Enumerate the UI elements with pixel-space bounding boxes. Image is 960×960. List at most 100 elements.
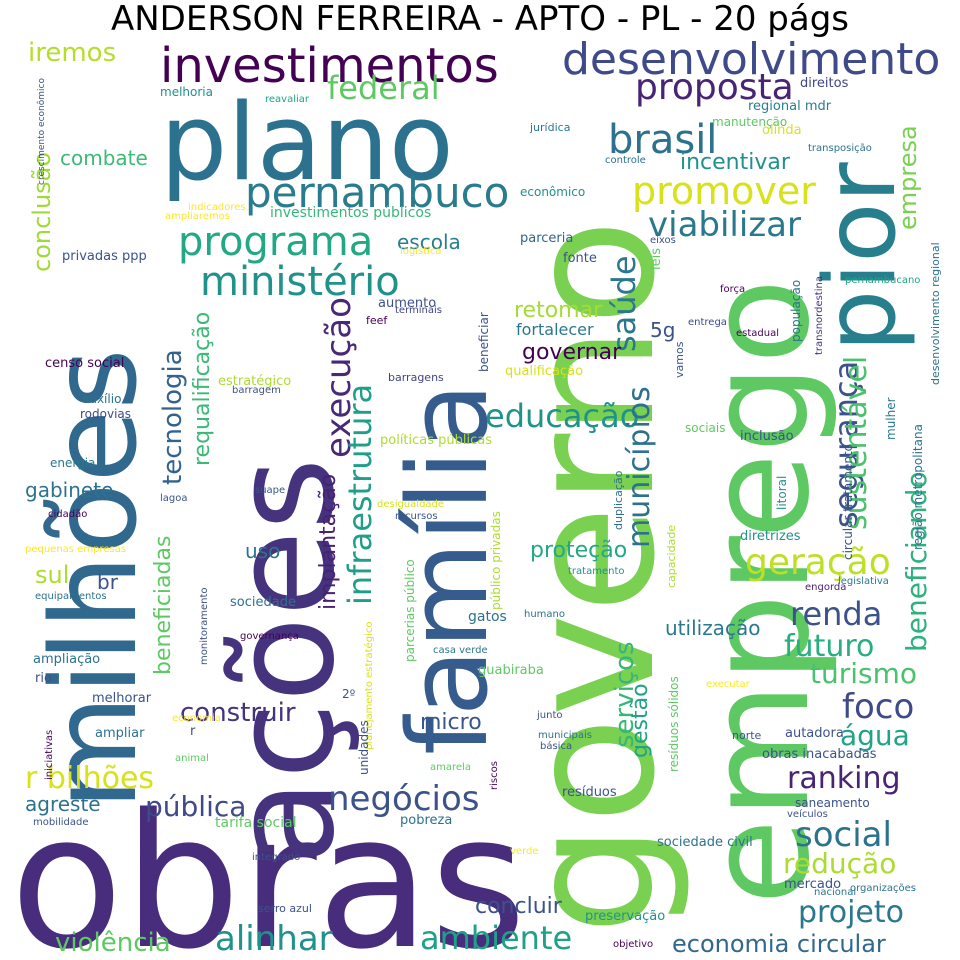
word-rodovias: rodovias (80, 407, 132, 421)
word-crescimento-econômico: crescimento econômico (37, 78, 47, 185)
word-turismo: turismo (810, 657, 918, 690)
word-duplicação: duplicação (612, 470, 625, 530)
word-agreste: agreste (25, 792, 101, 816)
word-região-metropolitana: região metropolitana (911, 424, 925, 550)
word-municípios: municípios (622, 386, 657, 548)
word-suape: suape (255, 485, 286, 496)
word-obras-inacabadas: obras inacabadas (762, 747, 877, 762)
word-sociedade: sociedade (230, 595, 296, 610)
word-público-privadas: público privadas (489, 511, 503, 610)
word-tecnologia: tecnologia (158, 349, 188, 485)
word-tarifa-social: tarifa social (215, 815, 297, 831)
word-pública: pública (145, 790, 247, 823)
word-2º: 2º (342, 687, 356, 701)
word-transposição: transposição (808, 143, 872, 154)
word-transnordestina: transnordestina (814, 276, 825, 355)
word-uso: uso (245, 539, 281, 563)
word-animal: animal (175, 753, 209, 764)
word-construir: construir (180, 698, 296, 728)
word-federal: federal (327, 69, 440, 107)
word-estadual: estadual (736, 328, 780, 339)
word-inclusão: inclusão (740, 429, 794, 444)
word-controle: controle (605, 155, 646, 166)
word-verde: verde (510, 846, 539, 857)
word-empresa: empresa (894, 125, 922, 230)
word-r-bilhões: r bilhões (25, 761, 155, 796)
word-ranking: ranking (787, 761, 901, 796)
word-capacidade: capacidade (665, 524, 678, 588)
word-implantação: implantação (316, 473, 341, 610)
word-legislativa: legislativa (838, 576, 889, 587)
word-junto: junto (537, 710, 563, 721)
word-feef: feef (366, 314, 388, 327)
word-engorda: engorda (805, 582, 847, 593)
word-incentivar: incentivar (680, 150, 790, 175)
word-força: força (720, 284, 746, 295)
word-pequenas-empresas: pequenas empresas (25, 544, 127, 555)
word-sociedade-civil: sociedade civil (657, 835, 753, 850)
word-melhoria: melhoria (160, 85, 213, 99)
word-cidadão: cidadão (48, 509, 88, 520)
word-redução: redução (783, 847, 897, 880)
word-geração: geração (745, 542, 891, 583)
word-privadas-ppp: privadas ppp (62, 249, 147, 264)
word-lagoa: lagoa (160, 493, 188, 504)
word-r: r (190, 724, 196, 739)
word-economia: economia (172, 713, 221, 724)
word-proposta: proposta (635, 67, 794, 108)
word-regional-mdr: regional mdr (748, 99, 832, 114)
word-resíduos-sólidos: resíduos sólidos (667, 676, 681, 772)
word-br: br (97, 570, 118, 594)
word-gatos: gatos (468, 609, 507, 625)
word-rio: rio (35, 671, 52, 686)
word-auxílio: auxílio (82, 392, 122, 406)
word-indicadores: indicadores (188, 202, 246, 213)
word-terminais: terminais (395, 305, 442, 316)
word-eixos: eixos (650, 235, 676, 246)
word-leis: leis (649, 248, 664, 270)
word-renda: renda (790, 595, 883, 633)
word-mercado: mercado (784, 877, 842, 892)
word-estratégico: estratégico (218, 374, 292, 389)
word-plano: plano (160, 81, 454, 204)
word-integrado: integrado (252, 852, 301, 863)
word-social: social (795, 815, 892, 855)
word-ministério: ministério (200, 259, 400, 305)
word-violência: violência (55, 928, 171, 958)
word-infraestrutura: infraestrutura (341, 383, 379, 605)
word-fonte: fonte (563, 251, 597, 266)
word-organizações: organizações (850, 883, 917, 894)
word-entrega: entrega (688, 317, 727, 328)
word-amarela: amarela (430, 762, 471, 773)
word-econômico: econômico (520, 185, 586, 199)
word-brasil: brasil (608, 117, 718, 163)
word-obras: obras (10, 774, 527, 960)
word-pernambucano: pernambucano (845, 275, 921, 286)
word-energia: energia (50, 456, 96, 470)
word-aumento: aumento (378, 296, 437, 311)
word-sul: sul (35, 561, 70, 589)
word-água: água (840, 719, 910, 752)
word-saneamento: saneamento (795, 796, 870, 810)
word-economia-circular: economia circular (672, 930, 886, 958)
word-pobreza: pobreza (400, 813, 453, 828)
word-ampliação: ampliação (33, 652, 101, 667)
word-governança: governança (240, 631, 299, 642)
word-beneficiar: beneficiar (477, 312, 491, 372)
word-básica: básica (540, 741, 573, 752)
word-executar: executar (706, 679, 750, 690)
word-vamos: vamos (673, 341, 686, 378)
word-diretrizes: diretrizes (740, 529, 801, 544)
word-programa: programa (178, 219, 374, 265)
word-ambiente: ambiente (420, 919, 573, 957)
word-promover: promover (632, 169, 816, 213)
word-saúde: saúde (605, 255, 643, 352)
word-investimentos-públicos: investimentos públicos (270, 205, 432, 221)
word-governar: governar (522, 340, 622, 365)
word-objetivo: objetivo (613, 939, 654, 950)
word-humano: humano (524, 609, 566, 620)
word-melhorar: melhorar (92, 691, 152, 706)
word-unidades: unidades (357, 720, 371, 775)
word-parcerias-público: parcerias público (403, 559, 417, 662)
